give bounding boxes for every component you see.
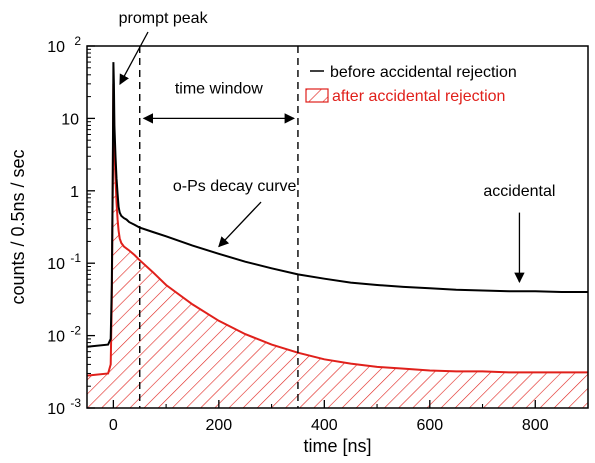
annotations: prompt peak time window o-Ps decay curve ac… <box>119 10 555 284</box>
legend-label-before: before accidental rejection <box>330 64 517 81</box>
y-tick-exponent: 2 <box>74 34 81 48</box>
y-tick-label: 10 <box>47 401 65 418</box>
x-tick-label: 0 <box>109 417 118 434</box>
legend-swatch-after <box>305 88 329 103</box>
x-tick-label: 400 <box>311 417 338 434</box>
legend: before accidental rejection after accide… <box>305 64 517 105</box>
axis-ticks: 0 200 400 600 800 10 -3 10 -2 10 -1 1 10 10 2 <box>47 34 589 434</box>
y-tick-exponent: -3 <box>70 396 81 410</box>
y-tick-label: 10 <box>47 39 65 56</box>
y-tick-exponent: -2 <box>70 324 81 338</box>
y-tick-label: 10 <box>47 329 65 346</box>
vertical-lines <box>139 46 299 408</box>
x-tick-label: 200 <box>205 417 232 434</box>
annotation-ops-decay: o-Ps decay curve <box>173 178 297 195</box>
annotation-accidental: accidental <box>483 183 555 200</box>
y-tick-label: 10 <box>61 111 79 128</box>
annotation-time-window: time window <box>175 81 263 98</box>
y-axis-label: counts / 0.5ns / sec <box>8 149 28 304</box>
x-tick-label: 600 <box>416 417 443 434</box>
y-tick-label: 1 <box>70 184 79 201</box>
y-tick-exponent: -1 <box>70 251 81 265</box>
annotation-prompt-peak: prompt peak <box>119 10 209 27</box>
plot-frame <box>86 45 589 409</box>
annotation-ops-arrow <box>218 201 262 248</box>
series-after-area <box>87 83 588 409</box>
x-axis-label: time [ns] <box>303 436 371 456</box>
legend-label-after: after accidental rejection <box>332 88 505 105</box>
y-tick-label: 10 <box>47 256 65 273</box>
series-layer <box>86 62 588 409</box>
x-tick-label: 800 <box>522 417 549 434</box>
annotation-prompt-arrow <box>119 31 149 85</box>
